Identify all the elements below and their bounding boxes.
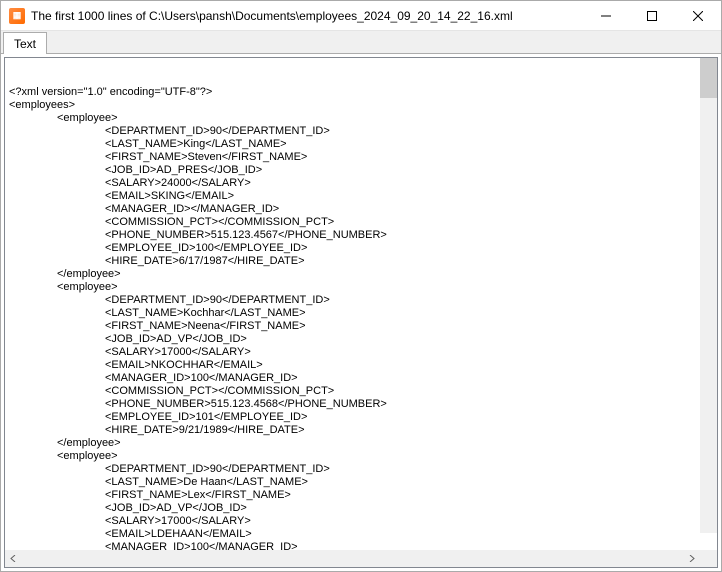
xml-line: <JOB_ID>AD_VP</JOB_ID> [9,333,713,346]
tab-bar: Text [1,31,721,54]
xml-line: <COMMISSION_PCT></COMMISSION_PCT> [9,385,713,398]
xml-line: <SALARY>24000</SALARY> [9,177,713,190]
window: ▦ The first 1000 lines of C:\Users\pansh… [0,0,722,572]
xml-line: <MANAGER_ID></MANAGER_ID> [9,203,713,216]
xml-line: <DEPARTMENT_ID>90</DEPARTMENT_ID> [9,294,713,307]
xml-line: <employee> [9,450,713,463]
app-icon: ▦ [9,8,25,24]
horizontal-scrollbar[interactable] [5,550,717,567]
minimize-button[interactable] [583,1,629,30]
xml-line: <employee> [9,112,713,125]
content-container: <?xml version="1.0" encoding="UTF-8"?><e… [4,57,718,568]
xml-line: <employee> [9,281,713,294]
xml-line: <JOB_ID>AD_VP</JOB_ID> [9,502,713,515]
xml-line: <PHONE_NUMBER>515.123.4567</PHONE_NUMBER… [9,229,713,242]
xml-line: <FIRST_NAME>Neena</FIRST_NAME> [9,320,713,333]
xml-line: <LAST_NAME>Kochhar</LAST_NAME> [9,307,713,320]
xml-line: <?xml version="1.0" encoding="UTF-8"?> [9,86,713,99]
minimize-icon [601,11,611,21]
xml-line: <MANAGER_ID>100</MANAGER_ID> [9,541,713,550]
vertical-scrollbar-thumb[interactable] [700,58,717,98]
xml-line: <SALARY>17000</SALARY> [9,346,713,359]
xml-line: <DEPARTMENT_ID>90</DEPARTMENT_ID> [9,125,713,138]
chevron-right-icon [688,555,695,562]
xml-line: <JOB_ID>AD_PRES</JOB_ID> [9,164,713,177]
close-icon [693,11,703,21]
xml-line: <SALARY>17000</SALARY> [9,515,713,528]
xml-line: <FIRST_NAME>Steven</FIRST_NAME> [9,151,713,164]
xml-line: <EMAIL>LDEHAAN</EMAIL> [9,528,713,541]
xml-line: <COMMISSION_PCT></COMMISSION_PCT> [9,216,713,229]
xml-line: </employee> [9,268,713,281]
maximize-button[interactable] [629,1,675,30]
horizontal-scrollbar-track[interactable] [22,550,683,567]
window-title: The first 1000 lines of C:\Users\pansh\D… [31,9,583,23]
xml-line: <LAST_NAME>De Haan</LAST_NAME> [9,476,713,489]
xml-line: <LAST_NAME>King</LAST_NAME> [9,138,713,151]
xml-line: <EMAIL>NKOCHHAR</EMAIL> [9,359,713,372]
scroll-right-button[interactable] [683,550,700,567]
text-viewer[interactable]: <?xml version="1.0" encoding="UTF-8"?><e… [5,58,717,550]
xml-line: <employees> [9,99,713,112]
close-button[interactable] [675,1,721,30]
titlebar[interactable]: ▦ The first 1000 lines of C:\Users\pansh… [1,1,721,31]
chevron-left-icon [10,555,17,562]
scroll-left-button[interactable] [5,550,22,567]
xml-line: <HIRE_DATE>9/21/1989</HIRE_DATE> [9,424,713,437]
xml-line: </employee> [9,437,713,450]
tab-text[interactable]: Text [3,32,47,54]
xml-line: <DEPARTMENT_ID>90</DEPARTMENT_ID> [9,463,713,476]
vertical-scrollbar[interactable] [700,58,717,533]
xml-line: <MANAGER_ID>100</MANAGER_ID> [9,372,713,385]
xml-line: <HIRE_DATE>6/17/1987</HIRE_DATE> [9,255,713,268]
scrollbar-corner [700,550,717,567]
xml-line: <EMPLOYEE_ID>100</EMPLOYEE_ID> [9,242,713,255]
xml-line: <EMAIL>SKING</EMAIL> [9,190,713,203]
xml-line: <FIRST_NAME>Lex</FIRST_NAME> [9,489,713,502]
xml-line: <PHONE_NUMBER>515.123.4568</PHONE_NUMBER… [9,398,713,411]
window-controls [583,1,721,30]
maximize-icon [647,11,657,21]
xml-line: <EMPLOYEE_ID>101</EMPLOYEE_ID> [9,411,713,424]
